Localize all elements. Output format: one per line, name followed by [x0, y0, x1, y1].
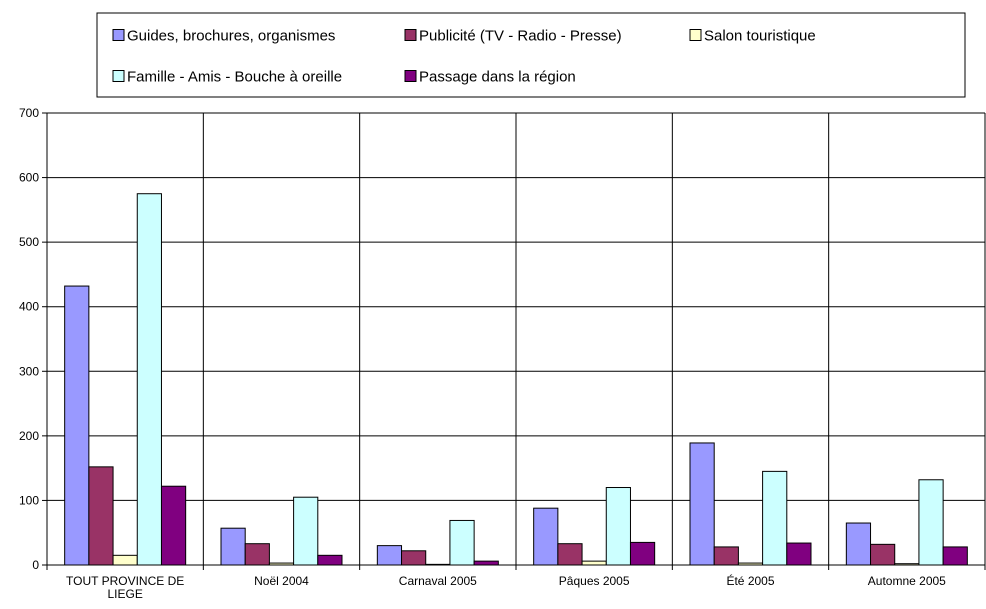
bar — [942, 546, 968, 566]
bar — [220, 527, 246, 566]
bar — [918, 479, 944, 566]
legend-swatch — [689, 29, 702, 41]
gridlines — [46, 112, 986, 565]
bar — [401, 550, 427, 566]
x-axis-categories: TOUT PROVINCE DE LIEGE Noël 2004 Carnaval 2… — [66, 573, 946, 601]
bar — [136, 193, 162, 566]
legend: Guides, brochures, organismes Publicité (… — [96, 12, 966, 98]
y-tick-label: 100 — [19, 493, 39, 507]
legend-label: Famille - Amis - Bouche à oreille — [127, 69, 342, 86]
axes — [46, 113, 986, 570]
legend-label: Passage dans la région — [419, 69, 576, 86]
bar — [317, 554, 343, 566]
legend-label: Salon touristique — [704, 28, 816, 45]
bar — [605, 487, 631, 566]
legend-label: Guides, brochures, organismes — [127, 28, 335, 45]
legend-swatch — [112, 70, 125, 82]
bar — [629, 541, 656, 566]
x-category-label: TOUT PROVINCE DE LIEGE — [66, 574, 184, 601]
bar — [473, 560, 499, 566]
bar — [244, 543, 270, 566]
y-tick-label: 300 — [19, 364, 39, 378]
y-tick-label: 400 — [19, 300, 39, 314]
bar — [581, 560, 607, 566]
y-axis-ticks: 0 100 200 300 400 500 600 700 — [19, 106, 47, 572]
y-tick-label: 200 — [19, 429, 39, 443]
bar — [786, 542, 812, 566]
bars — [64, 193, 968, 566]
legend-swatch — [404, 70, 417, 82]
legend-swatch — [404, 29, 417, 41]
y-tick-label: 0 — [32, 558, 39, 572]
bar — [762, 470, 788, 566]
legend-label: Publicité (TV - Radio - Presse) — [419, 28, 622, 45]
bar — [160, 485, 187, 566]
bar — [64, 285, 90, 566]
x-category-label: Noël 2004 — [254, 574, 309, 588]
bar — [533, 507, 559, 566]
x-category-label: Été 2005 — [726, 573, 774, 588]
bar — [689, 442, 715, 566]
legend-frame — [96, 12, 966, 98]
bar — [449, 519, 475, 566]
bar — [293, 496, 319, 566]
bar — [112, 554, 138, 566]
y-tick-label: 700 — [19, 106, 39, 120]
y-tick-label: 500 — [19, 235, 39, 249]
y-tick-label: 600 — [19, 171, 39, 185]
x-category-label: Pâques 2005 — [559, 574, 630, 588]
bar — [870, 543, 896, 566]
x-category-label: Carnaval 2005 — [399, 574, 477, 588]
bar — [713, 546, 739, 566]
legend-swatch — [112, 29, 125, 41]
x-category-label: Automne 2005 — [868, 574, 946, 588]
bar — [557, 543, 583, 566]
bar — [376, 545, 403, 566]
bar — [88, 466, 114, 566]
bar — [845, 522, 872, 566]
